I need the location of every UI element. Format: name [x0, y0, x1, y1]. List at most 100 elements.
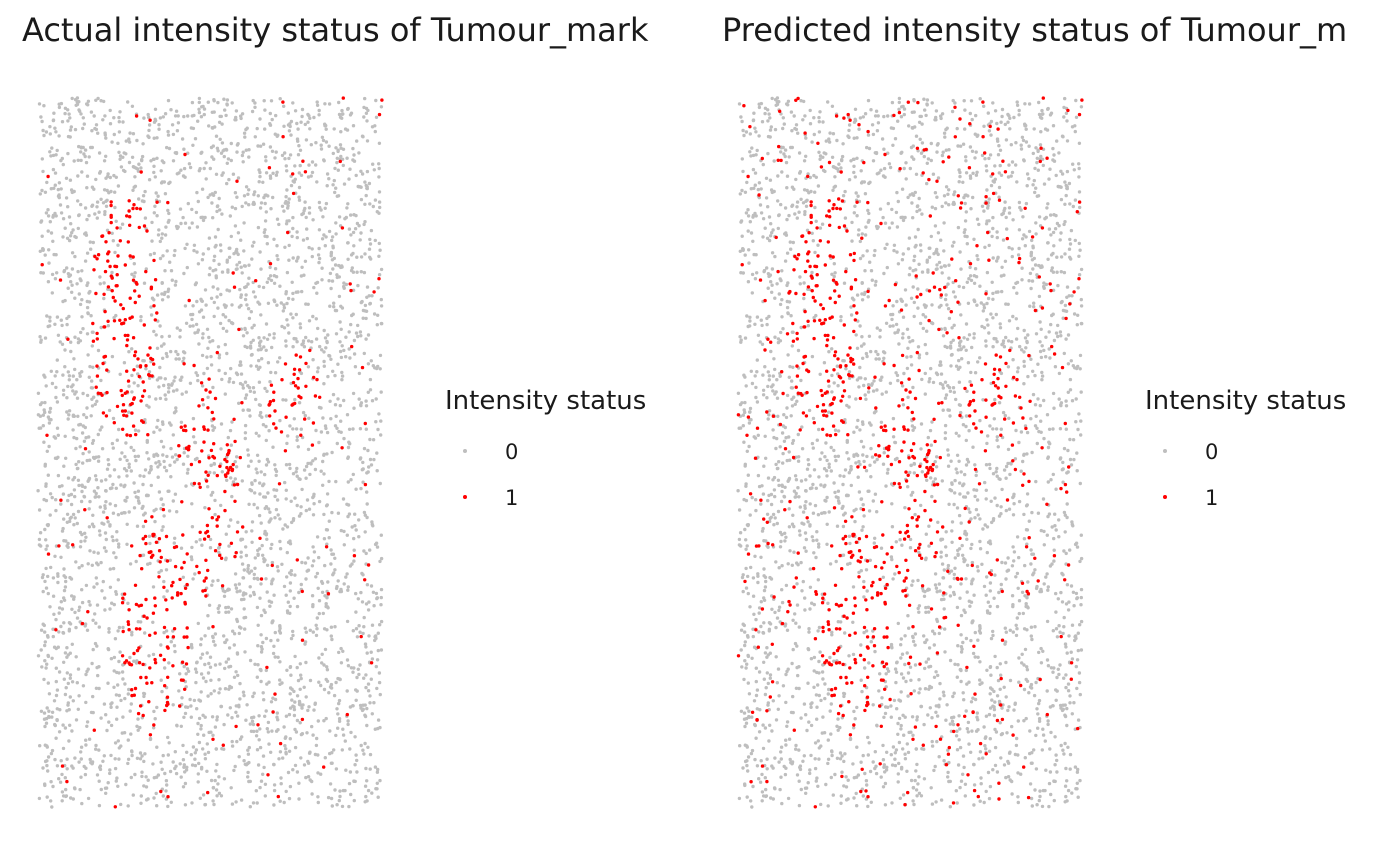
- scatter-point-0: [200, 150, 204, 154]
- scatter-point-0: [264, 159, 268, 163]
- scatter-point-0: [363, 703, 367, 707]
- scatter-point-0: [839, 318, 843, 323]
- scatter-point-0: [173, 536, 177, 540]
- scatter-point-1: [139, 675, 143, 680]
- scatter-point-0: [174, 109, 179, 113]
- scatter-point-0: [275, 254, 279, 258]
- scatter-point-0: [766, 286, 770, 290]
- scatter-point-0: [292, 417, 296, 421]
- scatter-point-1: [148, 666, 152, 670]
- scatter-point-0: [57, 195, 61, 200]
- scatter-point-1: [129, 663, 134, 667]
- scatter-point-1: [225, 459, 229, 464]
- scatter-point-0: [147, 376, 152, 380]
- scatter-point-0: [351, 629, 355, 633]
- scatter-point-1: [177, 444, 181, 448]
- scatter-point-0: [84, 535, 88, 539]
- scatter-point-0: [324, 235, 328, 239]
- scatter-point-0: [143, 752, 147, 756]
- scatter-point-0: [266, 194, 270, 198]
- scatter-point-0: [109, 753, 113, 758]
- scatter-point-0: [799, 99, 803, 103]
- scatter-point-0: [339, 661, 344, 665]
- scatter-point-0: [300, 265, 304, 269]
- scatter-point-0: [137, 197, 141, 201]
- scatter-point-0: [259, 313, 263, 317]
- scatter-point-0: [108, 768, 112, 772]
- scatter-point-0: [1031, 392, 1036, 397]
- scatter-point-0: [269, 278, 274, 283]
- scatter-point-0: [1002, 685, 1006, 689]
- scatter-point-0: [158, 428, 162, 432]
- scatter-point-0: [778, 374, 782, 378]
- scatter-point-0: [1028, 729, 1032, 733]
- scatter-point-0: [273, 156, 277, 160]
- scatter-point-0: [328, 729, 332, 733]
- scatter-point-0: [342, 348, 346, 353]
- scatter-point-0: [978, 284, 982, 288]
- scatter-point-0: [210, 424, 215, 428]
- scatter-point-0: [299, 582, 303, 587]
- scatter-point-0: [1000, 560, 1004, 565]
- scatter-point-0: [345, 413, 350, 417]
- scatter-point-0: [205, 742, 209, 746]
- scatter-point-0: [780, 600, 785, 605]
- scatter-point-1: [102, 292, 106, 296]
- scatter-point-0: [214, 276, 218, 280]
- scatter-point-1: [133, 300, 137, 305]
- scatter-point-0: [166, 98, 171, 103]
- scatter-point-0: [206, 485, 210, 489]
- scatter-point-0: [197, 342, 201, 346]
- scatter-point-0: [356, 667, 360, 671]
- scatter-point-0: [262, 482, 266, 486]
- scatter-point-0: [258, 667, 263, 672]
- scatter-point-0: [227, 544, 231, 548]
- scatter-point-0: [108, 771, 112, 776]
- scatter-point-1: [128, 215, 132, 219]
- scatter-point-0: [994, 312, 998, 317]
- scatter-point-0: [1017, 228, 1022, 232]
- scatter-point-0: [300, 114, 304, 119]
- scatter-point-0: [754, 385, 758, 390]
- scatter-point-0: [246, 770, 250, 775]
- scatter-point-0: [909, 296, 914, 300]
- scatter-point-1: [112, 421, 117, 425]
- scatter-point-0: [273, 494, 277, 499]
- scatter-point-0: [330, 450, 334, 455]
- scatter-point-0: [1062, 676, 1066, 680]
- scatter-point-0: [346, 588, 350, 592]
- scatter-point-1: [211, 454, 215, 459]
- scatter-point-0: [349, 268, 354, 273]
- scatter-point-0: [1076, 718, 1081, 722]
- scatter-point-0: [207, 124, 211, 128]
- scatter-point-0: [73, 296, 77, 300]
- scatter-point-0: [995, 770, 1000, 774]
- scatter-point-0: [106, 458, 110, 462]
- scatter-point-0: [263, 495, 268, 499]
- scatter-point-0: [102, 188, 107, 192]
- scatter-point-0: [334, 221, 338, 225]
- scatter-point-0: [372, 604, 376, 608]
- scatter-point-0: [274, 507, 279, 512]
- scatter-point-1: [213, 396, 218, 401]
- scatter-point-0: [313, 457, 318, 461]
- scatter-point-1: [157, 537, 162, 541]
- scatter-point-0: [121, 677, 125, 681]
- scatter-point-0: [116, 739, 121, 743]
- scatter-point-0: [82, 122, 86, 126]
- scatter-point-0: [167, 181, 171, 186]
- scatter-point-0: [251, 386, 256, 390]
- scatter-point-0: [102, 754, 107, 758]
- scatter-point-0: [42, 104, 46, 108]
- scatter-point-0: [846, 778, 850, 782]
- scatter-point-0: [66, 681, 70, 686]
- scatter-point-0: [212, 314, 216, 319]
- scatter-point-0: [842, 281, 847, 285]
- scatter-point-0: [169, 800, 173, 804]
- scatter-point-0: [149, 313, 154, 317]
- scatter-point-0: [369, 584, 374, 588]
- scatter-point-0: [284, 789, 288, 794]
- scatter-point-0: [37, 543, 42, 547]
- scatter-point-0: [242, 591, 246, 595]
- scatter-point-0: [226, 157, 231, 161]
